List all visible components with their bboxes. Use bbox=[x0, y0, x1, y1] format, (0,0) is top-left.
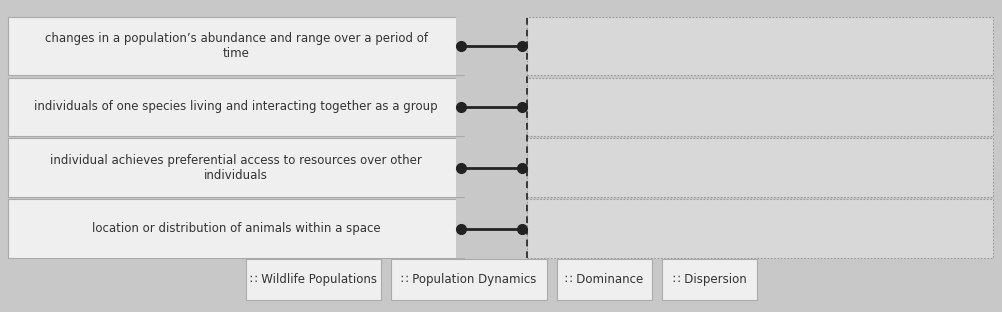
Bar bbox=[391, 259, 546, 300]
Bar bbox=[456, 139, 526, 197]
Text: ∷ Dominance: ∷ Dominance bbox=[564, 273, 643, 286]
Text: changes in a population’s abundance and range over a period of
time: changes in a population’s abundance and … bbox=[45, 32, 427, 60]
Bar bbox=[661, 259, 757, 300]
Bar bbox=[526, 17, 992, 75]
Text: ∷ Dispersion: ∷ Dispersion bbox=[672, 273, 745, 286]
Bar bbox=[456, 199, 526, 258]
Bar bbox=[456, 17, 526, 75]
Text: location or distribution of animals within a space: location or distribution of animals with… bbox=[92, 222, 380, 235]
Bar bbox=[8, 199, 464, 258]
Bar bbox=[556, 259, 651, 300]
Text: individual achieves preferential access to resources over other
individuals: individual achieves preferential access … bbox=[50, 154, 422, 182]
Bar bbox=[8, 139, 464, 197]
Bar bbox=[456, 78, 526, 136]
Bar bbox=[526, 139, 992, 197]
Text: ∷ Population Dynamics: ∷ Population Dynamics bbox=[401, 273, 536, 286]
Text: ∷ Wildlife Populations: ∷ Wildlife Populations bbox=[249, 273, 377, 286]
Bar bbox=[245, 259, 381, 300]
Bar bbox=[8, 78, 464, 136]
Bar bbox=[526, 199, 992, 258]
Bar bbox=[526, 78, 992, 136]
Text: individuals of one species living and interacting together as a group: individuals of one species living and in… bbox=[34, 100, 438, 113]
Bar bbox=[8, 17, 464, 75]
